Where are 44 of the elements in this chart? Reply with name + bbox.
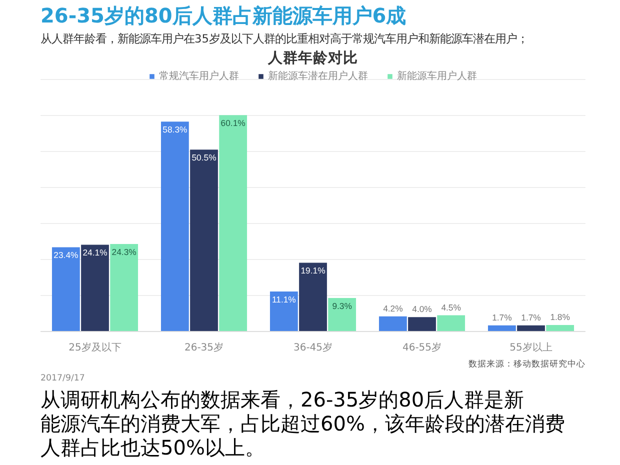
x-tick-label: 25岁及以下 bbox=[68, 342, 122, 354]
bar bbox=[517, 325, 545, 332]
text: 从调研机构公布的数据来看，26-35岁的80后人群是新能源汽车的消费大军，占比超过60%，该年龄段的潜在消费人群占比也达50%以上。 bbox=[40, 388, 565, 460]
data-label: 50.5% bbox=[192, 152, 217, 163]
bar bbox=[378, 316, 407, 332]
x-tick-label: 36-45岁 bbox=[293, 342, 333, 354]
bar bbox=[408, 317, 436, 332]
data-label: 4.0% bbox=[412, 304, 432, 314]
bar bbox=[219, 115, 248, 332]
data-label: 23.4% bbox=[54, 250, 79, 260]
data-label: 1.8% bbox=[550, 312, 570, 322]
chart-subtitle: 从人群年龄看，新能源车用户在35岁及以下人群的比重相对高于常规汽车用户和新能源车潜在用户； bbox=[40, 32, 528, 46]
data-label: 4.5% bbox=[441, 302, 462, 312]
x-tick-label: 46-55岁 bbox=[402, 342, 442, 354]
data-label: 19.1% bbox=[300, 266, 326, 276]
source-note: 数据来源：移动数据研究中心 bbox=[468, 358, 586, 370]
bar bbox=[270, 292, 298, 332]
bar bbox=[81, 244, 109, 332]
bar bbox=[488, 325, 516, 332]
data-label: 1.7% bbox=[492, 312, 512, 322]
data-label: 11.1% bbox=[272, 294, 296, 305]
data-label: 24.3% bbox=[112, 247, 137, 258]
data-label: 60.1% bbox=[220, 118, 246, 128]
legend-label: 常规汽车用户人群 bbox=[159, 70, 239, 83]
text: 人群年龄对比 bbox=[267, 50, 358, 66]
chart-title: 26-35岁的80后人群占新能源车用户6成 bbox=[40, 4, 406, 28]
data-label: 1.7% bbox=[521, 312, 542, 322]
bar bbox=[160, 122, 189, 332]
bar bbox=[328, 298, 356, 332]
text: 2017/9/17 bbox=[40, 374, 85, 384]
bar bbox=[52, 247, 80, 332]
data-label: 4.2% bbox=[383, 303, 404, 314]
x-tick-label: 55岁以上 bbox=[510, 342, 552, 354]
legend-label: 新能源车潜在用户人群 bbox=[268, 70, 368, 83]
bar bbox=[546, 325, 574, 332]
data-label: 58.3% bbox=[162, 124, 188, 135]
legend-label: 新能源车用户人群 bbox=[397, 70, 477, 83]
bar bbox=[437, 315, 466, 332]
x-tick-label: 26-35岁 bbox=[184, 342, 224, 354]
data-label: 9.3% bbox=[332, 301, 352, 312]
bar bbox=[110, 244, 138, 332]
bar bbox=[299, 262, 327, 332]
bar bbox=[190, 150, 218, 332]
data-label: 24.1% bbox=[82, 248, 108, 258]
